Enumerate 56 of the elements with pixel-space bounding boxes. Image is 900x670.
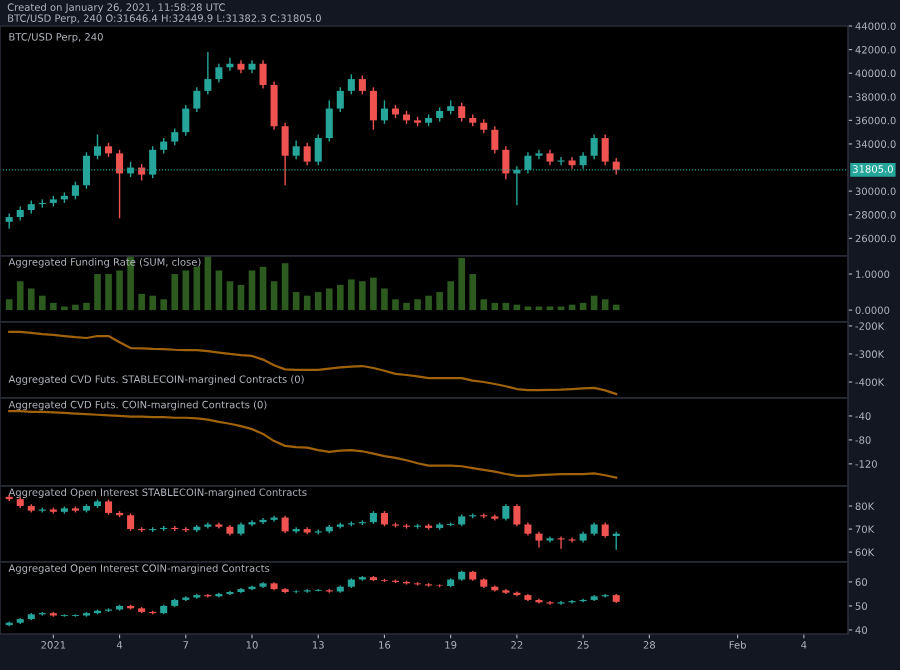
line-series [8,330,618,396]
bar [436,292,443,311]
bar [39,295,46,311]
bar [237,284,245,311]
candlestick [93,133,102,160]
bar [458,257,466,311]
bar [447,281,454,311]
bar [193,266,201,311]
bar [72,304,79,311]
candlestick [491,513,499,522]
bar [303,295,311,311]
bar [414,299,421,311]
bar [403,302,410,311]
bar [94,274,101,311]
bar [105,274,112,311]
bar [160,299,168,311]
bar [359,281,366,311]
bar [336,284,344,311]
bar [314,292,322,311]
candlestick [546,149,554,166]
bar [469,274,477,311]
bar [612,304,620,311]
candlestick [546,535,554,544]
bar [149,295,156,311]
bar [259,266,267,311]
bar [248,270,256,311]
bar [182,270,190,311]
bar [270,281,278,311]
bar [116,270,123,311]
bar [16,281,24,311]
candlestick [204,521,212,530]
bar [480,299,488,311]
bar [138,293,145,311]
bar [226,281,234,311]
bar [381,288,388,311]
candlestick [303,588,311,594]
bar [601,299,609,311]
candlestick [557,156,565,166]
bar [392,299,399,311]
bar [370,277,377,311]
bar [215,270,223,311]
bar [50,302,57,311]
bar [83,302,90,311]
bar [5,299,13,311]
candlestick [237,587,245,594]
candlestick [557,600,565,606]
bar [292,292,300,311]
candlestick [237,521,245,537]
bar [27,288,35,311]
bar [348,279,355,311]
line-series [8,410,618,479]
bar [281,263,289,311]
bar [171,274,179,311]
candlestick [215,521,223,530]
bar [425,295,432,311]
bar [325,288,333,311]
